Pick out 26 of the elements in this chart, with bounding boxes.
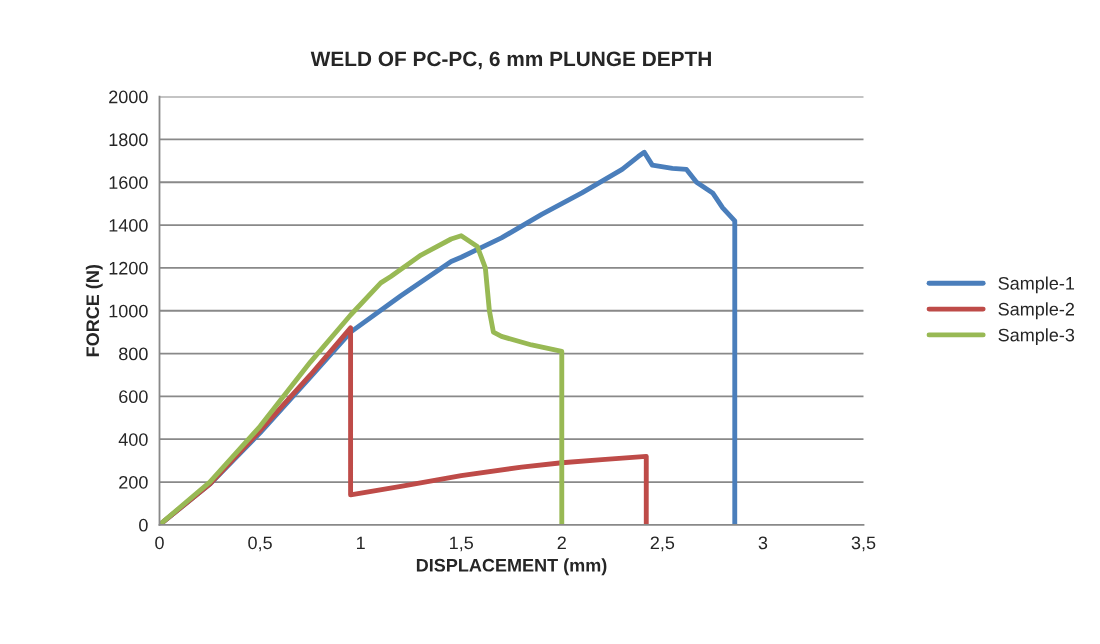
x-tick-label: 1 xyxy=(357,536,365,550)
y-tick-label: 1400 xyxy=(109,219,148,232)
y-tick-label: 600 xyxy=(119,390,148,404)
x-tick-label: 3 xyxy=(758,536,768,550)
y-tick-label: 1600 xyxy=(109,176,148,189)
x-tick-label: 2,5 xyxy=(650,536,675,552)
x-axis-title: DISPLACEMENT (mm) xyxy=(416,558,607,576)
y-tick-label: 800 xyxy=(119,347,148,361)
legend-label: Sample-3 xyxy=(998,328,1075,345)
legend-label: Sample-1 xyxy=(998,276,1075,294)
x-tick-label: 3,5 xyxy=(851,536,876,552)
y-tick-label: 1800 xyxy=(109,133,148,147)
x-tick-label: 0 xyxy=(155,536,164,550)
legend-label: Sample-2 xyxy=(998,302,1075,320)
y-tick-label: 0 xyxy=(139,518,148,532)
y-tick-label: 400 xyxy=(118,433,148,446)
x-tick-label: 1,5 xyxy=(450,536,474,552)
y-tick-label: 1200 xyxy=(109,261,148,275)
x-tick-label: 2 xyxy=(557,536,566,550)
y-tick-label: 200 xyxy=(119,475,148,489)
line-series xyxy=(159,233,565,525)
y-axis-title: FORCE (N) xyxy=(85,264,103,357)
y-tick-label: 2000 xyxy=(109,90,148,104)
chart-title: WELD OF PC-PC, 6 mm PLUNGE DEPTH xyxy=(310,51,711,70)
x-tick-label: 0,5 xyxy=(248,536,272,552)
y-tick-label: 1000 xyxy=(109,304,148,318)
